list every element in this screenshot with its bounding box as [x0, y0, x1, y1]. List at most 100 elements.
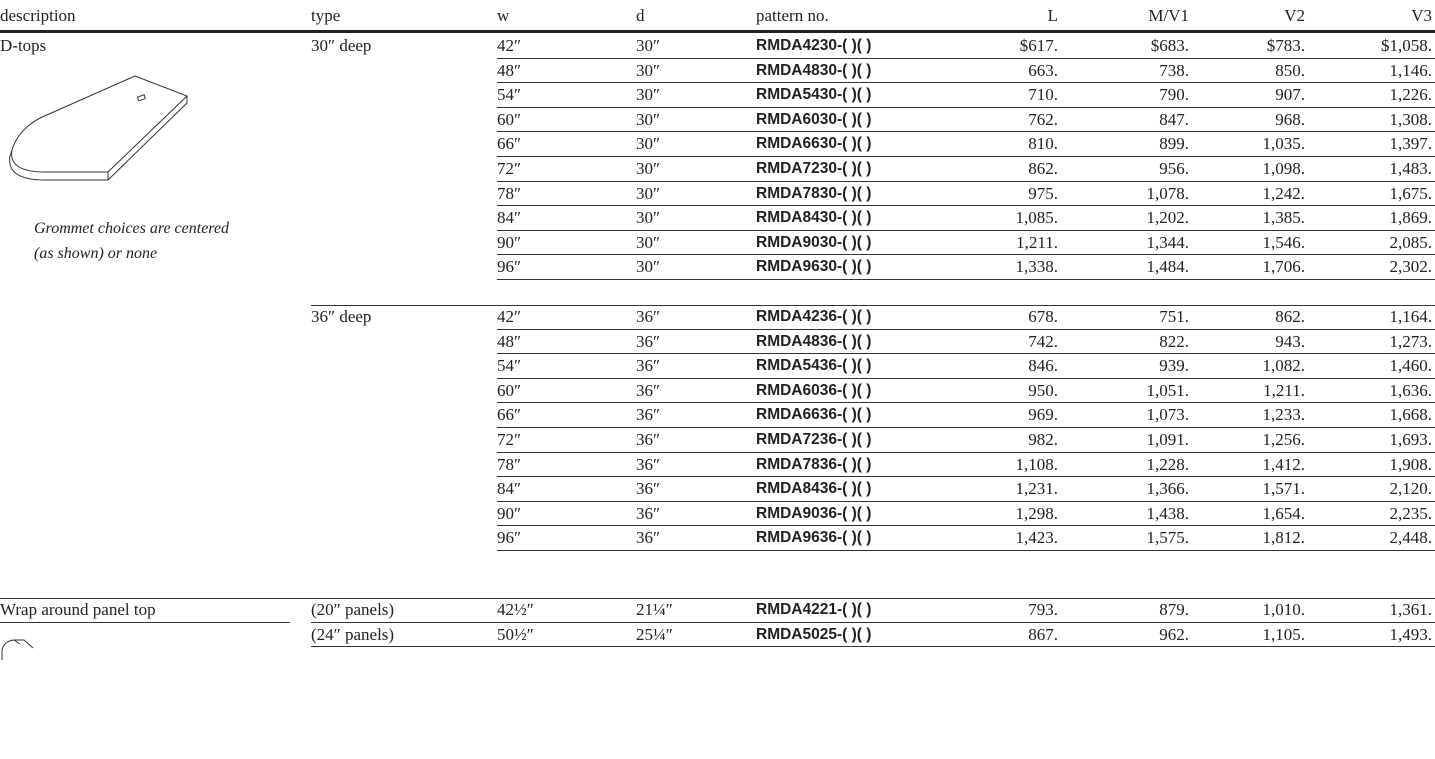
- type: (24″ panels): [311, 624, 395, 644]
- width: 78″: [497, 183, 522, 203]
- width: 54″: [497, 85, 522, 105]
- price-v3: 1,226.: [1389, 85, 1433, 105]
- row-rule: [497, 205, 1435, 206]
- price-v3: 2,120.: [1389, 479, 1433, 499]
- price-m-v1: 1,575.: [1146, 528, 1190, 548]
- price-v2: $783.: [1266, 36, 1305, 55]
- pattern-no: RMDA6036-( )( ): [756, 381, 872, 399]
- price-l: 678.: [1028, 307, 1058, 326]
- row-rule: [497, 501, 1435, 502]
- row-rule: [311, 646, 1435, 647]
- pattern-no: RMDA8436-( )( ): [756, 480, 872, 498]
- price-l: 975.: [1028, 183, 1058, 203]
- price-v2: 1,233.: [1262, 405, 1306, 425]
- price-v3: 1,361.: [1389, 600, 1433, 619]
- width: 50½″: [497, 624, 534, 644]
- width: 90″: [497, 232, 522, 252]
- price-v2: 943.: [1275, 331, 1305, 351]
- price-l: 1,085.: [1015, 208, 1059, 228]
- row-rule: [497, 82, 1435, 83]
- pattern-no: RMDA9036-( )( ): [756, 504, 872, 522]
- row-rule: [497, 279, 1435, 280]
- price-v2: 907.: [1275, 85, 1305, 105]
- width: 42½″: [497, 600, 534, 619]
- price-m-v1: 1,091.: [1146, 430, 1190, 449]
- depth: 30″: [636, 183, 661, 203]
- type: 30″ deep: [311, 36, 372, 55]
- depth: 36″: [636, 356, 661, 376]
- price-v3: $1,058.: [1381, 36, 1432, 55]
- price-l: 1,231.: [1015, 479, 1059, 499]
- depth: 36″: [636, 331, 661, 351]
- width: 60″: [497, 109, 522, 129]
- depth: 36″: [636, 503, 661, 523]
- note: (as shown) or none: [34, 245, 158, 262]
- row-rule: [0, 598, 1435, 599]
- depth: 30″: [636, 85, 661, 105]
- depth: 21¼″: [636, 600, 673, 619]
- note: Grommet choices are centered: [34, 220, 230, 237]
- pattern-no: RMDA5025-( )( ): [756, 625, 872, 643]
- price-v3: 1,308.: [1389, 109, 1433, 129]
- column-header: V3: [1411, 6, 1432, 25]
- depth: 36″: [636, 528, 661, 548]
- price-l: 663.: [1028, 60, 1058, 80]
- row-rule: [497, 427, 1435, 428]
- row-rule: [497, 353, 1435, 354]
- price-v3: 1,636.: [1389, 380, 1433, 400]
- row-rule: [0, 622, 290, 623]
- price-l: 1,338.: [1015, 257, 1059, 277]
- description: Wrap around panel top: [0, 600, 156, 619]
- price-v2: 1,571.: [1262, 479, 1306, 499]
- price-m-v1: 1,366.: [1146, 479, 1190, 499]
- price-v2: 1,256.: [1262, 430, 1306, 449]
- price-v2: 1,242.: [1262, 183, 1306, 203]
- price-m-v1: 899.: [1159, 134, 1189, 154]
- price-v2: 1,546.: [1262, 232, 1306, 252]
- depth: 30″: [636, 232, 661, 252]
- type: 36″ deep: [311, 307, 372, 326]
- price-m-v1: $683.: [1150, 36, 1189, 55]
- price-l: 1,298.: [1015, 503, 1059, 523]
- pattern-no: RMDA6030-( )( ): [756, 110, 872, 128]
- price-l: 862.: [1028, 159, 1058, 178]
- price-m-v1: 790.: [1159, 85, 1189, 105]
- price-v2: 1,385.: [1262, 208, 1306, 228]
- width: 54″: [497, 356, 522, 376]
- width: 90″: [497, 503, 522, 523]
- pattern-no: RMDA4230-( )( ): [756, 37, 872, 54]
- price-v3: 1,493.: [1389, 624, 1433, 644]
- price-v2: 1,082.: [1262, 356, 1306, 376]
- header-rule: [0, 30, 1435, 33]
- price-m-v1: 956.: [1159, 159, 1189, 178]
- width: 78″: [497, 454, 522, 474]
- price-l: 1,423.: [1015, 528, 1059, 548]
- row-rule: [497, 476, 1435, 477]
- price-l: 742.: [1028, 331, 1058, 351]
- price-v3: 1,397.: [1389, 134, 1433, 154]
- depth: 36″: [636, 430, 661, 449]
- row-rule: [497, 107, 1435, 108]
- price-v2: 1,412.: [1262, 454, 1306, 474]
- price-l: 1,211.: [1016, 232, 1058, 252]
- width: 72″: [497, 159, 522, 178]
- price-v3: 2,235.: [1389, 503, 1433, 523]
- type: (20″ panels): [311, 600, 395, 619]
- price-m-v1: 1,228.: [1146, 454, 1190, 474]
- price-v3: 1,483.: [1389, 159, 1433, 178]
- price-v3: 1,908.: [1389, 454, 1433, 474]
- pattern-no: RMDA5430-( )( ): [756, 86, 872, 104]
- price-v2: 1,105.: [1262, 624, 1306, 644]
- row-rule: [497, 230, 1435, 231]
- price-m-v1: 939.: [1159, 356, 1189, 376]
- price-v3: 1,273.: [1389, 331, 1433, 351]
- pattern-no: RMDA6630-( )( ): [756, 135, 872, 153]
- depth: 25¼″: [636, 624, 673, 644]
- pattern-no: RMDA4236-( )( ): [756, 308, 872, 325]
- row-rule: [497, 452, 1435, 453]
- width: 48″: [497, 60, 522, 80]
- price-m-v1: 879.: [1159, 600, 1189, 619]
- pattern-no: RMDA9636-( )( ): [756, 529, 872, 547]
- price-v3: 1,460.: [1389, 356, 1433, 376]
